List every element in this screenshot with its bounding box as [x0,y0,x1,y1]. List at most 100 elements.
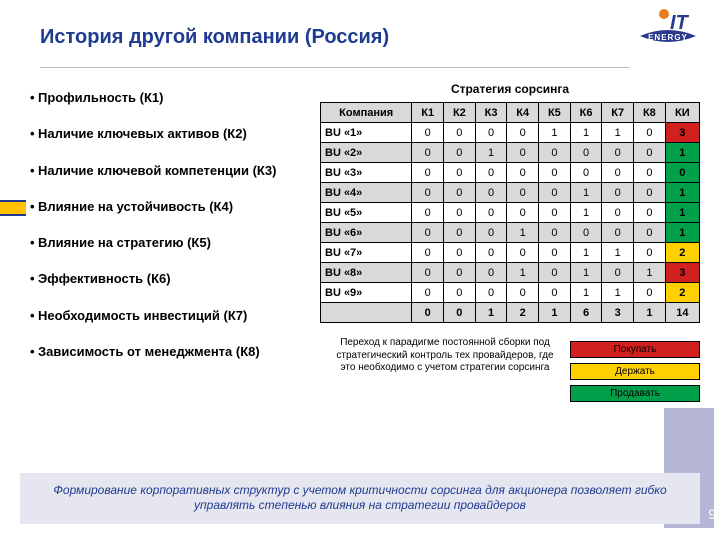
value-cell: 0 [539,283,571,303]
page-title: История другой компании (Россия) [40,8,700,49]
value-cell: 1 [570,203,602,223]
side-accent-stripe [0,200,26,216]
value-cell: 0 [444,283,476,303]
legend-item: Держать [570,363,700,380]
criteria-item: Необходимость инвестиций (К7) [30,308,310,324]
value-cell: 0 [539,223,571,243]
legend: ПокупатьДержатьПродавать [570,337,700,402]
ki-cell: 1 [665,223,699,243]
value-cell: 0 [634,283,666,303]
table-header-cell: К6 [570,103,602,123]
value-cell: 1 [507,263,539,283]
value-cell: 0 [634,183,666,203]
value-cell: 0 [444,163,476,183]
value-cell: 0 [602,223,634,243]
row-name-cell: BU «8» [321,263,412,283]
ki-cell: 1 [665,203,699,223]
value-cell: 1 [570,183,602,203]
value-cell: 0 [475,123,507,143]
table-row: BU «8»000101013 [321,263,700,283]
criteria-item: Влияние на стратегию (К5) [30,235,310,251]
value-cell: 0 [475,163,507,183]
value-cell: 1 [507,223,539,243]
value-cell: 0 [412,243,444,263]
totals-value-cell: 2 [507,303,539,323]
content-area: Профильность (К1)Наличие ключевых активо… [0,70,720,402]
table-title: Стратегия сорсинга [320,82,700,96]
value-cell: 0 [412,183,444,203]
value-cell: 0 [539,143,571,163]
totals-name-cell [321,303,412,323]
under-table-area: Переход к парадигме постоянной сборки по… [320,337,700,402]
value-cell: 0 [634,203,666,223]
value-cell: 1 [602,283,634,303]
value-cell: 0 [539,183,571,203]
ki-cell: 0 [665,163,699,183]
value-cell: 0 [444,123,476,143]
value-cell: 1 [602,243,634,263]
table-body: BU «1»000011103BU «2»001000001BU «3»0000… [321,123,700,323]
value-cell: 0 [475,283,507,303]
row-name-cell: BU «4» [321,183,412,203]
value-cell: 0 [444,243,476,263]
value-cell: 0 [507,283,539,303]
totals-value-cell: 0 [412,303,444,323]
value-cell: 1 [602,123,634,143]
totals-value-cell: 1 [539,303,571,323]
value-cell: 0 [412,223,444,243]
table-header-cell: К7 [602,103,634,123]
totals-value-cell: 1 [475,303,507,323]
value-cell: 0 [539,163,571,183]
table-row: BU «6»000100001 [321,223,700,243]
value-cell: 0 [475,203,507,223]
table-header-cell: К8 [634,103,666,123]
ki-cell: 3 [665,263,699,283]
value-cell: 0 [475,263,507,283]
value-cell: 0 [507,163,539,183]
value-cell: 0 [444,183,476,203]
row-name-cell: BU «1» [321,123,412,143]
value-cell: 0 [444,223,476,243]
criteria-item: Влияние на устойчивость (К4) [30,199,310,215]
title-underline [40,67,630,68]
table-row: BU «7»000001102 [321,243,700,263]
ki-cell: 2 [665,283,699,303]
totals-value-cell: 0 [444,303,476,323]
value-cell: 0 [539,243,571,263]
table-header-cell: К4 [507,103,539,123]
criteria-list: Профильность (К1)Наличие ключевых активо… [30,82,310,402]
ki-cell: 1 [665,143,699,163]
row-name-cell: BU «9» [321,283,412,303]
totals-value-cell: 1 [634,303,666,323]
it-energy-logo: IT ENERGY [636,6,700,56]
row-name-cell: BU «3» [321,163,412,183]
value-cell: 0 [507,203,539,223]
value-cell: 0 [634,143,666,163]
table-row: BU «5»000001001 [321,203,700,223]
value-cell: 0 [412,123,444,143]
table-row: BU «2»001000001 [321,143,700,163]
value-cell: 1 [570,123,602,143]
row-name-cell: BU «6» [321,223,412,243]
value-cell: 0 [539,263,571,283]
value-cell: 0 [634,223,666,243]
value-cell: 0 [570,223,602,243]
value-cell: 0 [507,183,539,203]
totals-value-cell: 6 [570,303,602,323]
table-header-cell: Компания [321,103,412,123]
row-name-cell: BU «2» [321,143,412,163]
value-cell: 0 [412,263,444,283]
value-cell: 1 [539,123,571,143]
table-header-cell: КИ [665,103,699,123]
totals-row: 0012163114 [321,303,700,323]
value-cell: 1 [570,263,602,283]
criteria-item: Профильность (К1) [30,90,310,106]
value-cell: 0 [602,143,634,163]
table-header-cell: К5 [539,103,571,123]
row-name-cell: BU «7» [321,243,412,263]
svg-text:ENERGY: ENERGY [648,33,688,42]
value-cell: 1 [570,283,602,303]
value-cell: 0 [507,123,539,143]
table-row: BU «9»000001102 [321,283,700,303]
value-cell: 0 [412,283,444,303]
